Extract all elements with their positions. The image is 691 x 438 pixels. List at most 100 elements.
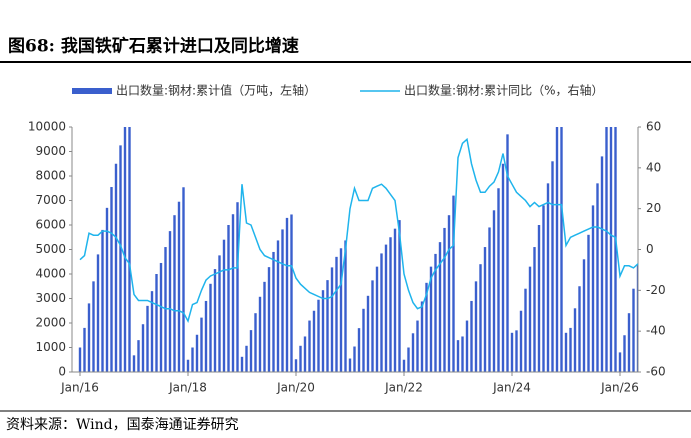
bar — [258, 296, 262, 372]
bar — [168, 231, 172, 372]
bar — [542, 205, 545, 372]
y-tick-label: 8000 — [35, 169, 66, 183]
bar — [308, 320, 311, 372]
bar — [605, 127, 608, 372]
bar — [101, 229, 104, 372]
bar — [119, 145, 122, 372]
bar — [272, 251, 275, 372]
bar — [78, 347, 82, 372]
bar — [515, 330, 518, 372]
bar — [384, 244, 388, 372]
bar — [105, 207, 109, 372]
bar — [299, 345, 302, 372]
bar — [312, 310, 316, 372]
bar — [150, 291, 154, 372]
bar — [123, 127, 127, 372]
bar — [254, 313, 257, 372]
bar — [636, 264, 638, 372]
bar — [420, 301, 424, 372]
bar — [627, 313, 631, 372]
bar — [362, 308, 365, 372]
bar — [510, 332, 514, 372]
bar — [213, 269, 217, 372]
bar — [393, 228, 397, 372]
bar — [159, 262, 163, 372]
bar — [416, 320, 419, 372]
bar — [114, 163, 118, 372]
bar — [452, 195, 455, 372]
y-tick-label: 2000 — [35, 316, 66, 330]
bar — [236, 202, 239, 372]
bar — [245, 345, 248, 372]
y2-tick-label: -60 — [646, 365, 666, 379]
bar — [375, 266, 379, 372]
bar — [164, 247, 167, 372]
bar — [222, 239, 226, 372]
bar — [492, 210, 496, 372]
bar — [533, 247, 536, 372]
bar — [281, 229, 284, 372]
bar — [132, 355, 136, 372]
legend-label: 出口数量:钢材:累计同比（%，右轴） — [404, 83, 604, 98]
x-tick-label: Jan/26 — [600, 381, 639, 395]
bar — [537, 225, 541, 372]
bar — [186, 359, 190, 372]
x-tick-label: Jan/24 — [492, 381, 531, 395]
bar — [335, 256, 338, 372]
bar — [285, 217, 289, 372]
bars — [78, 127, 638, 372]
y-tick-label: 7000 — [35, 193, 66, 207]
bar — [92, 281, 95, 372]
bar — [204, 300, 208, 372]
bar — [609, 127, 613, 372]
bar — [623, 335, 626, 372]
bar — [339, 248, 343, 372]
y2-tick-label: 60 — [646, 120, 661, 134]
bar — [497, 188, 500, 372]
bar — [429, 266, 433, 372]
y2-tick-label: -20 — [646, 283, 666, 297]
bar — [483, 247, 487, 372]
bar — [263, 281, 266, 372]
bar — [330, 267, 334, 372]
bar — [425, 282, 428, 372]
bar — [618, 352, 622, 372]
bar — [218, 255, 221, 372]
y-tick-label: 1000 — [35, 340, 66, 354]
bar — [195, 334, 199, 372]
y-tick-label: 3000 — [35, 291, 66, 305]
bar — [303, 336, 307, 372]
bar — [209, 283, 212, 372]
bar — [407, 347, 410, 372]
bar — [128, 127, 131, 372]
x-tick-label: Jan/22 — [384, 381, 423, 395]
bar — [344, 240, 347, 372]
bar — [470, 300, 473, 372]
bar — [321, 290, 325, 372]
bar — [96, 254, 100, 372]
bar — [402, 359, 406, 372]
bar — [564, 332, 568, 372]
y2-tick-label: 40 — [646, 160, 661, 174]
bar — [506, 134, 509, 372]
y-tick-label: 5000 — [35, 242, 66, 256]
bar — [591, 205, 595, 372]
bar — [479, 264, 482, 372]
bar — [227, 225, 230, 372]
bar — [524, 288, 527, 372]
bar — [380, 253, 383, 372]
bar — [155, 274, 158, 372]
y-tick-label: 6000 — [35, 218, 66, 232]
bar — [434, 253, 437, 372]
bar — [501, 163, 505, 372]
bar — [474, 281, 478, 372]
bar — [411, 333, 415, 372]
y2-tick-label: -40 — [646, 324, 666, 338]
bar — [632, 288, 635, 372]
bar — [110, 187, 113, 372]
bar — [614, 127, 617, 372]
x-tick-label: Jan/16 — [60, 381, 99, 395]
bar — [276, 240, 280, 372]
bar — [191, 347, 194, 372]
